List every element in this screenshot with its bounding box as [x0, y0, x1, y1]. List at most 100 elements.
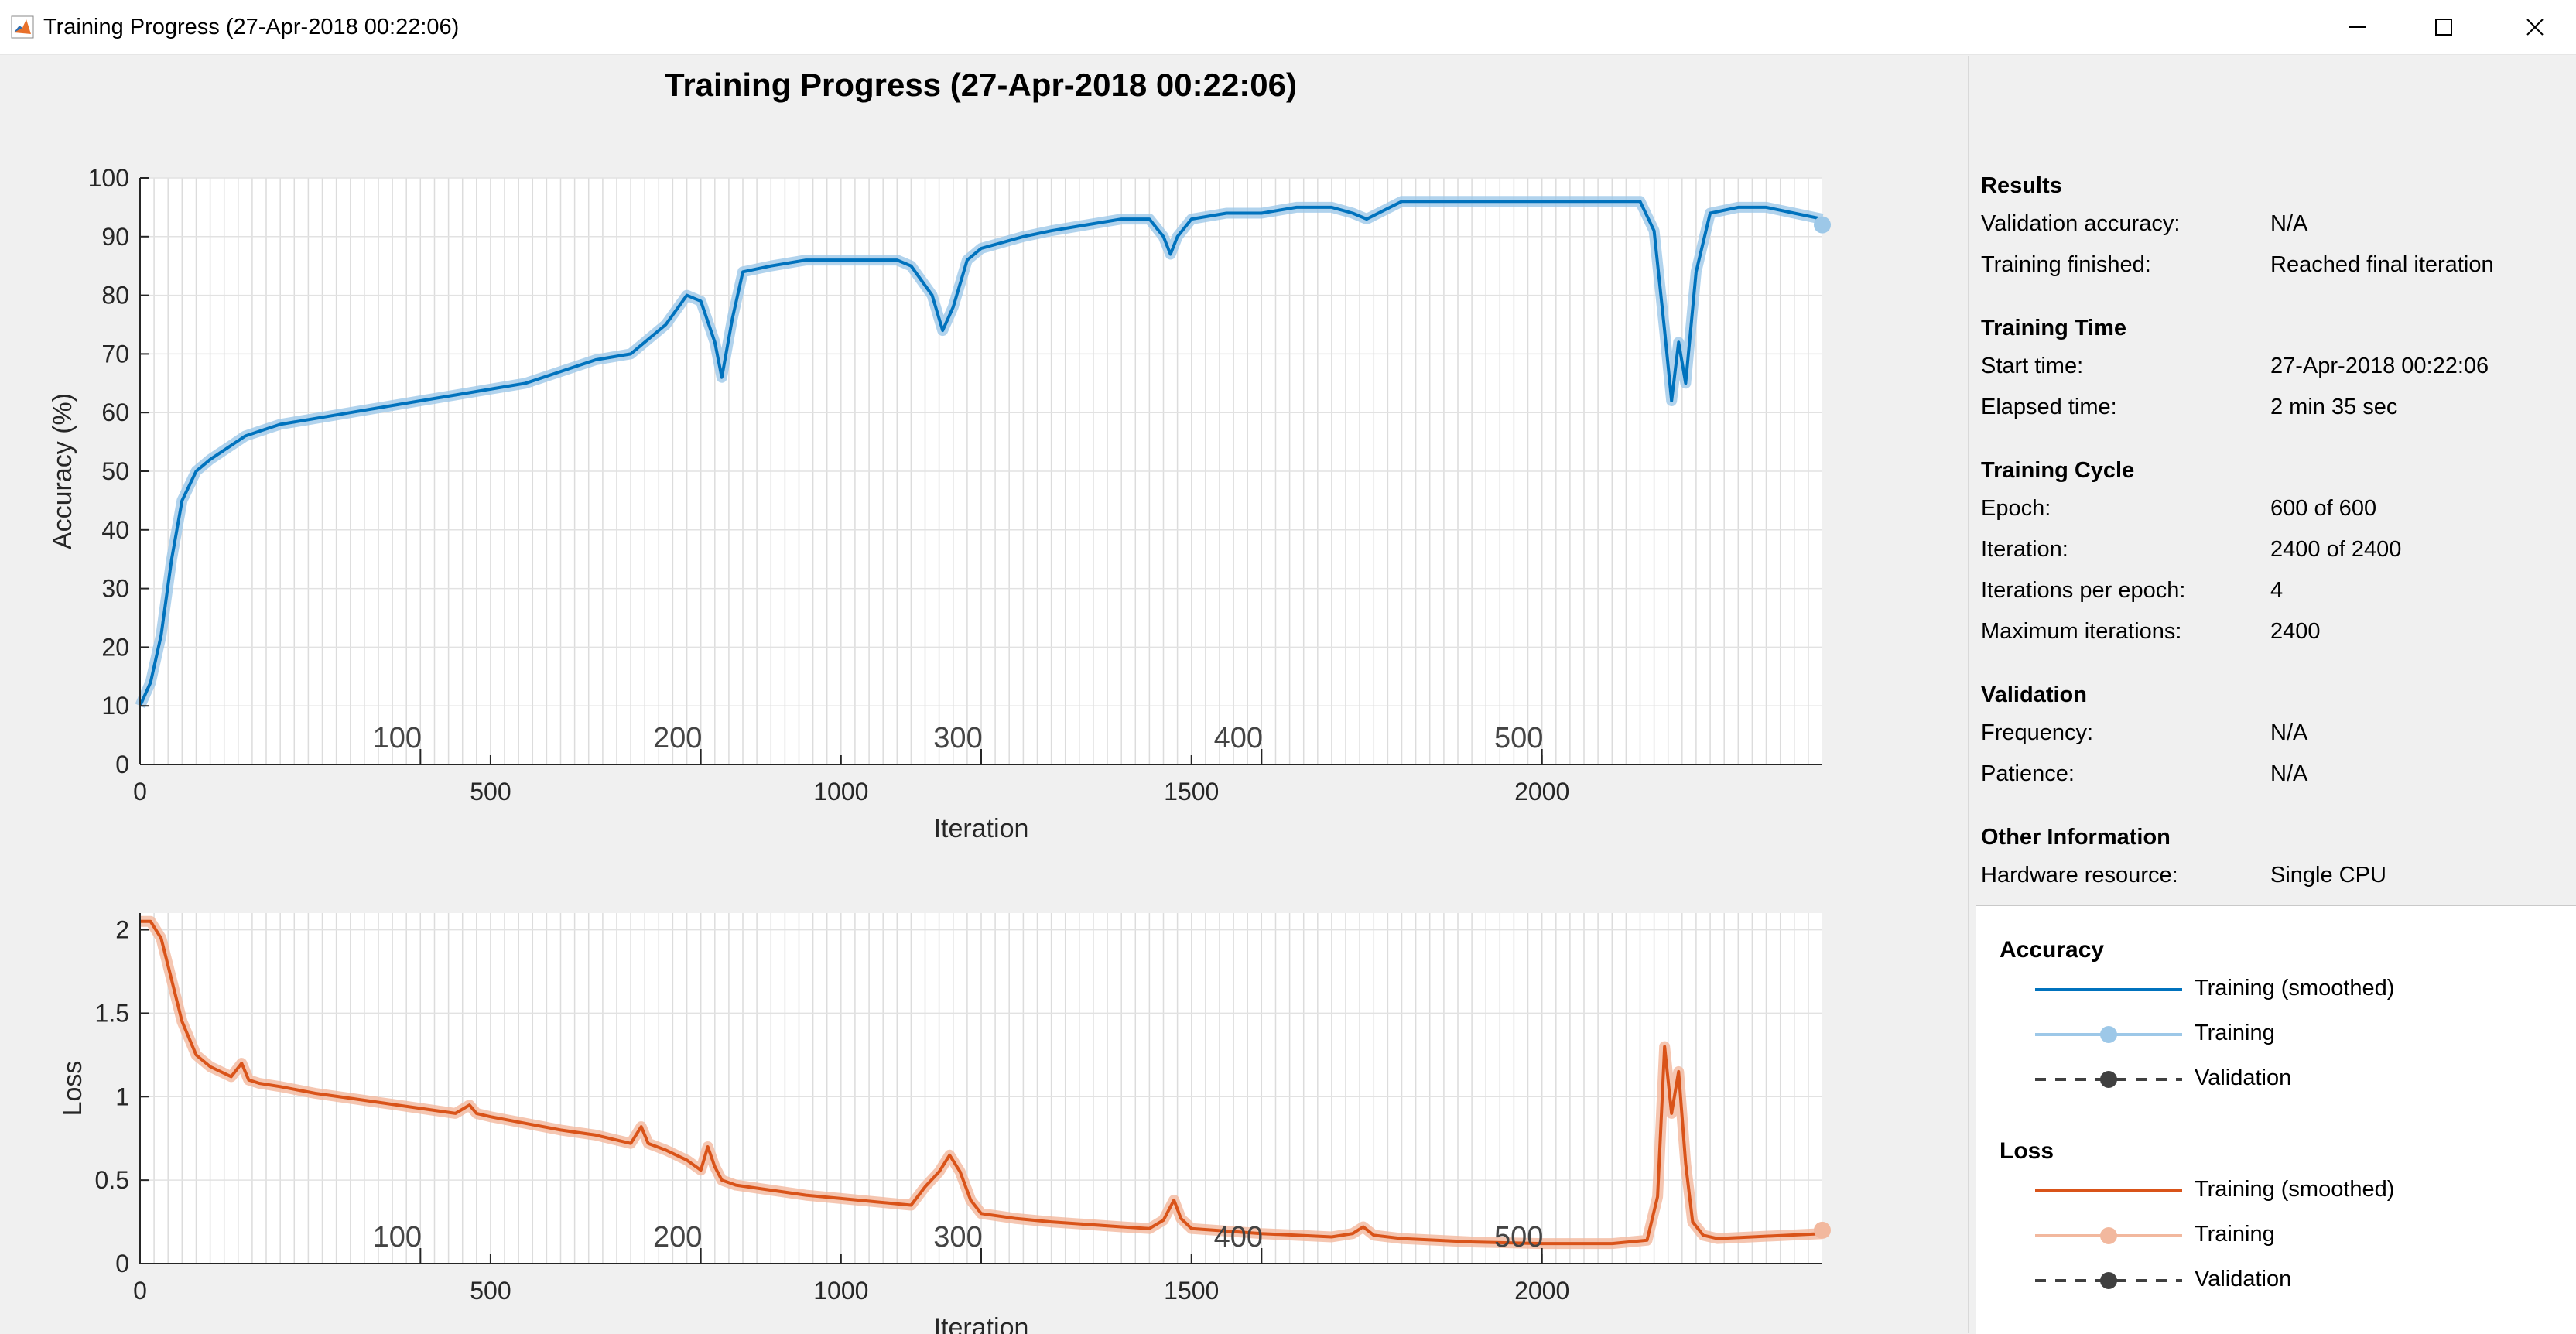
y-tick-label: 50	[101, 457, 129, 485]
y-tick-label: 70	[101, 340, 129, 368]
info-row: Maximum iterations: 2400	[1981, 618, 2321, 645]
info-section-title: Training Cycle	[1981, 458, 2135, 483]
y-tick-label: 60	[101, 398, 129, 426]
epoch-tick-label: 400	[1214, 722, 1263, 754]
info-value: N/A	[2270, 211, 2308, 236]
window-title: Training Progress (27-Apr-2018 00:22:06)	[43, 15, 460, 39]
x-tick-label: 2000	[1514, 1277, 1569, 1305]
epoch-tick-label: 500	[1494, 1221, 1543, 1254]
info-value: 2400	[2270, 619, 2321, 644]
info-label: Elapsed time:	[1981, 395, 2117, 419]
info-label: Iterations per epoch:	[1981, 578, 2186, 603]
x-tick-label: 1500	[1164, 778, 1219, 806]
maximize-button[interactable]	[2406, 0, 2482, 54]
x-tick-label: 500	[470, 778, 511, 806]
info-value: Single CPU	[2270, 863, 2386, 888]
info-row: Frequency: N/A	[1981, 720, 2307, 746]
legend-label: Validation	[2195, 1065, 2292, 1090]
legend-label: Training (smoothed)	[2195, 1177, 2395, 1202]
y-tick-label: 10	[101, 692, 129, 720]
legend-label: Training (smoothed)	[2195, 976, 2395, 1000]
info-row: Validation accuracy: N/A	[1981, 210, 2307, 237]
close-icon	[2526, 19, 2544, 36]
epoch-tick-label: 200	[653, 1221, 702, 1254]
info-row: Patience: N/A	[1981, 761, 2307, 787]
y-tick-label: 0	[115, 751, 129, 778]
legend-label: Validation	[2195, 1267, 2292, 1291]
x-axis-label: Iteration	[934, 814, 1029, 843]
info-value: Reached final iteration	[2270, 252, 2494, 277]
y-tick-label: 1.5	[95, 999, 129, 1027]
info-value: 4	[2270, 578, 2284, 603]
legend-panel: Accuracy Training (smoothed) Training Valid…	[1976, 905, 2576, 1334]
info-label: Training finished:	[1981, 252, 2151, 277]
legend-item: Training (smoothed)	[2035, 1175, 2538, 1206]
legend-item: Training (smoothed)	[2035, 974, 2538, 1005]
training-smoothed-line	[139, 200, 1823, 707]
y-axis-label: Accuracy (%)	[48, 393, 77, 549]
maximize-icon	[2435, 19, 2452, 36]
epoch-tick-label: 500	[1494, 722, 1543, 754]
plot-title: Training Progress (27-Apr-2018 00:22:06)	[665, 67, 1297, 103]
info-value: 27-Apr-2018 00:22:06	[2270, 354, 2489, 378]
legend-swatch	[2035, 1227, 2182, 1244]
loss-axes	[139, 913, 1831, 1264]
info-row: Start time: 27-Apr-2018 00:22:06	[1981, 353, 2489, 379]
info-row: Iteration: 2400 of 2400	[1981, 536, 2401, 563]
legend-item: Training	[2035, 1220, 2538, 1251]
accuracy-axes	[135, 177, 1831, 765]
y-tick-label: 20	[101, 633, 129, 661]
y-tick-label: 80	[101, 282, 129, 310]
legend-group-title: Accuracy	[2000, 937, 2105, 963]
window-titlebar: Training Progress (27-Apr-2018 00:22:06)	[0, 0, 2576, 55]
y-tick-label: 40	[101, 516, 129, 544]
legend-label: Training	[2195, 1222, 2275, 1247]
x-tick-label: 1500	[1164, 1277, 1219, 1305]
legend-item: Validation	[2035, 1064, 2538, 1095]
info-label: Hardware resource:	[1981, 863, 2178, 888]
info-value: 600 of 600	[2270, 496, 2377, 521]
epoch-tick-label: 200	[653, 722, 702, 754]
info-label: Frequency:	[1981, 720, 2094, 745]
legend-group-title: Loss	[2000, 1138, 2054, 1164]
x-axis-label: Iteration	[934, 1313, 1029, 1334]
y-tick-label: 0	[115, 1250, 129, 1278]
y-axis-label: Loss	[58, 1061, 87, 1117]
epoch-tick-label: 400	[1214, 1221, 1263, 1254]
info-section-title: Validation	[1981, 682, 2087, 707]
info-label: Iteration:	[1981, 537, 2068, 562]
y-tick-label: 0.5	[95, 1166, 129, 1194]
info-row: Elapsed time: 2 min 35 sec	[1981, 394, 2397, 420]
epoch-tick-label: 100	[373, 722, 422, 754]
legend-label: Training	[2195, 1021, 2275, 1045]
info-row: Hardware resource: Single CPU	[1981, 862, 2386, 888]
info-label: Validation accuracy:	[1981, 211, 2181, 236]
info-section-title: Other Information	[1981, 825, 2171, 850]
info-label: Patience:	[1981, 761, 2075, 786]
epoch-tick-label: 300	[933, 722, 982, 754]
legend-swatch	[2035, 1071, 2182, 1088]
info-value: 2400 of 2400	[2270, 537, 2402, 562]
epoch-tick-label: 100	[373, 1221, 422, 1254]
info-label: Maximum iterations:	[1981, 619, 2182, 644]
minimize-icon	[2349, 26, 2366, 28]
close-button[interactable]	[2497, 0, 2573, 54]
info-section-title: Training Time	[1981, 316, 2127, 340]
epoch-tick-label: 300	[933, 1221, 982, 1254]
y-tick-label: 1	[115, 1083, 129, 1110]
info-label: Epoch:	[1981, 496, 2051, 521]
training-smoothed-line	[140, 919, 1823, 1246]
matlab-app-icon	[11, 15, 34, 39]
legend-swatch	[2035, 1189, 2182, 1192]
info-row: Training finished: Reached final iteratio…	[1981, 251, 2494, 278]
legend-swatch	[2035, 1272, 2182, 1289]
training-final-point	[1814, 1221, 1831, 1239]
y-tick-label: 30	[101, 575, 129, 603]
x-tick-label: 2000	[1514, 778, 1569, 806]
info-section-title: Results	[1981, 173, 2062, 198]
training-final-point	[1814, 216, 1831, 234]
x-tick-label: 500	[470, 1277, 511, 1305]
minimize-button[interactable]	[2320, 0, 2396, 54]
info-row: Iterations per epoch: 4	[1981, 577, 2283, 604]
